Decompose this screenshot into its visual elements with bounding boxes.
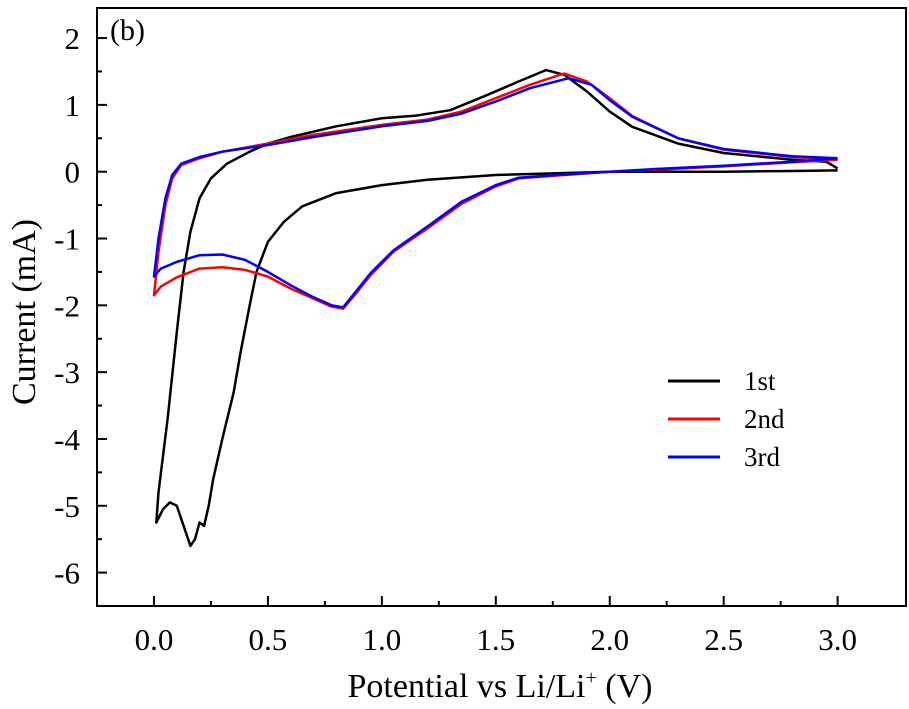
- y-tick-label: -3: [54, 355, 80, 390]
- legend: 1st 2nd 3rd: [668, 366, 785, 472]
- y-tick-label: -2: [54, 288, 80, 323]
- y-tick-label: -6: [54, 556, 80, 591]
- plot-frame: [96, 7, 907, 607]
- y-tick-label: -5: [54, 489, 80, 524]
- y-tick-label: 1: [65, 88, 81, 123]
- legend-label-2: 2nd: [744, 404, 785, 434]
- x-axis-label: Potential vs Li/Li+ (V): [348, 667, 653, 705]
- x-axis-label-unit: (V): [597, 668, 653, 705]
- x-tick-label: 0.0: [135, 622, 174, 657]
- series-line-1: [155, 68, 839, 548]
- series-layer: [152, 68, 839, 548]
- x-tick-label: 0.5: [249, 622, 288, 657]
- x-tick-label: 3.0: [818, 622, 857, 657]
- x-axis-ticks: 0.0 0.5 1.0 1.5 2.0 2.5 3.0: [135, 596, 857, 657]
- x-axis-label-sup: +: [586, 667, 597, 689]
- x-tick-label: 2.5: [704, 622, 743, 657]
- y-axis-label: Current (mA): [6, 219, 43, 405]
- y-axis-ticks: 2 1 0 -1 -2 -3 -4 -5 -6: [54, 21, 107, 591]
- panel-label: (b): [110, 14, 145, 47]
- y-tick-label: -4: [54, 422, 80, 457]
- y-tick-label: 2: [65, 21, 81, 56]
- legend-label-3: 3rd: [744, 442, 780, 472]
- x-axis-label-main: Potential vs Li/Li: [348, 668, 586, 705]
- x-tick-label: 1.0: [362, 622, 401, 657]
- y-tick-label: -1: [54, 222, 80, 257]
- y-tick-label: 0: [65, 155, 81, 190]
- x-tick-label: 1.5: [476, 622, 515, 657]
- legend-label-1: 1st: [744, 366, 776, 396]
- x-tick-label: 2.0: [590, 622, 629, 657]
- series-line-2: [152, 72, 838, 310]
- series-line-3: [152, 76, 838, 309]
